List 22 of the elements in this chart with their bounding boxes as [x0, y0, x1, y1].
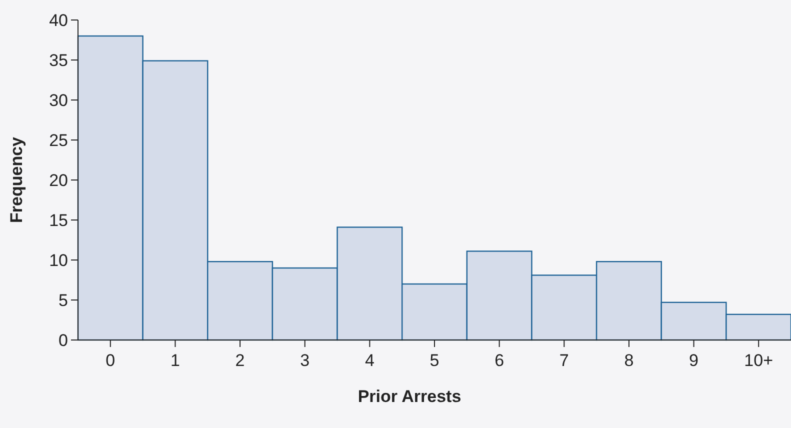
x-tick-label: 5 — [430, 351, 440, 370]
x-tick-label: 0 — [106, 351, 116, 370]
x-tick-label: 9 — [689, 351, 699, 370]
x-axis-title: Prior Arrests — [358, 387, 462, 406]
y-tick-label: 25 — [49, 130, 68, 150]
x-tick-label: 8 — [624, 351, 634, 370]
y-axis-title: Frequency — [7, 136, 26, 223]
x-tick-label: 2 — [235, 351, 245, 370]
x-tick-label: 1 — [170, 351, 180, 370]
y-tick-label: 35 — [49, 50, 68, 70]
y-tick-label: 5 — [58, 290, 68, 310]
x-tick-label: 7 — [559, 351, 569, 370]
x-tick-label: 6 — [494, 351, 504, 370]
y-tick-label: 15 — [49, 210, 68, 230]
x-tick-label: 3 — [300, 351, 310, 370]
x-tick-label: 4 — [364, 351, 374, 370]
y-tick-label: 30 — [49, 90, 68, 110]
x-tick-label: 10+ — [744, 351, 774, 370]
y-tick-label: 20 — [49, 170, 68, 190]
y-tick-label: 10 — [49, 250, 68, 270]
y-tick-label: 40 — [49, 10, 68, 30]
y-tick-label: 0 — [58, 330, 68, 350]
